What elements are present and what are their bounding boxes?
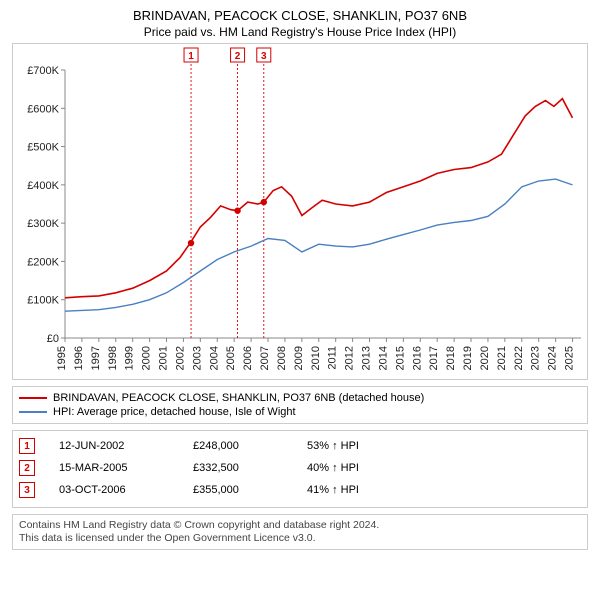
x-tick-label: 2014 [377, 346, 389, 370]
chart-subtitle: Price paid vs. HM Land Registry's House … [12, 25, 588, 39]
x-tick-label: 2005 [225, 346, 237, 370]
marker-badge-number: 2 [235, 51, 241, 62]
x-tick-label: 2010 [310, 346, 322, 370]
x-tick-label: 2021 [496, 346, 508, 370]
marker-table-row: 3 03-OCT-2006 £355,000 41% ↑ HPI [19, 479, 581, 501]
marker-price: £332,500 [193, 462, 283, 474]
marker-pct: 40% ↑ HPI [307, 462, 417, 474]
x-tick-label: 1998 [107, 346, 119, 370]
chart-area: £0 £100K £200K £300K £400K £500K £600K £700K 199… [12, 43, 588, 380]
marker-dot [261, 199, 267, 205]
legend-swatch [19, 397, 47, 399]
marker-table-row: 2 15-MAR-2005 £332,500 40% ↑ HPI [19, 457, 581, 479]
x-tick-label: 2020 [479, 346, 491, 370]
x-tick-label: 2004 [208, 346, 220, 370]
marker-table-badge: 1 [19, 438, 35, 454]
x-tick-label: 2022 [513, 346, 525, 370]
x-tick-label: 2003 [191, 346, 203, 370]
x-tick-label: 2001 [158, 346, 170, 370]
marker-badge-number: 3 [261, 51, 267, 62]
marker-pct: 41% ↑ HPI [307, 484, 417, 496]
footer-attribution: Contains HM Land Registry data © Crown c… [12, 514, 588, 550]
x-tick-label: 2019 [462, 346, 474, 370]
footer-line-1: Contains HM Land Registry data © Crown c… [19, 519, 581, 532]
x-tick-label: 2002 [174, 346, 186, 370]
x-tick-label: 2013 [361, 346, 373, 370]
marker-date: 15-MAR-2005 [59, 462, 169, 474]
legend-label: BRINDAVAN, PEACOCK CLOSE, SHANKLIN, PO37… [53, 392, 424, 404]
marker-table-badge: 2 [19, 460, 35, 476]
x-tick-label: 2015 [394, 346, 406, 370]
marker-table: 1 12-JUN-2002 £248,000 53% ↑ HPI 2 15-MAR-200… [12, 430, 588, 508]
legend-swatch [19, 411, 47, 413]
x-tick-label: 2011 [327, 346, 339, 370]
x-tick-label: 2017 [428, 346, 440, 370]
y-tick-label: £500K [27, 142, 59, 154]
y-tick-label: £700K [27, 65, 59, 77]
x-tick-label: 2012 [344, 346, 356, 370]
series-line [65, 99, 573, 298]
x-tick-label: 2018 [445, 346, 457, 370]
x-tick-label: 2016 [411, 346, 423, 370]
marker-dot [234, 208, 240, 214]
y-tick-label: £0 [47, 333, 59, 345]
legend-row: BRINDAVAN, PEACOCK CLOSE, SHANKLIN, PO37… [19, 391, 581, 405]
marker-badge-number: 1 [188, 51, 194, 62]
legend-label: HPI: Average price, detached house, Isle… [53, 406, 296, 418]
y-tick-label: £600K [27, 103, 59, 115]
x-tick-label: 1996 [73, 346, 85, 370]
chart-title: BRINDAVAN, PEACOCK CLOSE, SHANKLIN, PO37… [12, 8, 588, 23]
y-tick-label: £300K [27, 218, 59, 230]
marker-dot [188, 240, 194, 246]
page: BRINDAVAN, PEACOCK CLOSE, SHANKLIN, PO37… [0, 0, 600, 560]
marker-table-row: 1 12-JUN-2002 £248,000 53% ↑ HPI [19, 435, 581, 457]
marker-table-badge: 3 [19, 482, 35, 498]
x-tick-label: 2009 [293, 346, 305, 370]
legend: BRINDAVAN, PEACOCK CLOSE, SHANKLIN, PO37… [12, 386, 588, 424]
y-tick-label: £400K [27, 180, 59, 192]
line-chart-svg: £0 £100K £200K £300K £400K £500K £600K £700K 199… [13, 44, 589, 374]
marker-pct: 53% ↑ HPI [307, 440, 417, 452]
footer-line-2: This data is licensed under the Open Gov… [19, 532, 581, 545]
x-tick-label: 2007 [259, 346, 271, 370]
marker-price: £248,000 [193, 440, 283, 452]
x-tick-label: 2025 [564, 346, 576, 370]
marker-date: 12-JUN-2002 [59, 440, 169, 452]
x-tick-label: 2000 [141, 346, 153, 370]
marker-date: 03-OCT-2006 [59, 484, 169, 496]
x-tick-label: 2023 [530, 346, 542, 370]
series-line [65, 179, 573, 311]
x-tick-label: 1999 [124, 346, 136, 370]
x-tick-label: 2024 [547, 346, 559, 370]
y-tick-label: £100K [27, 295, 59, 307]
x-tick-label: 1995 [56, 346, 68, 370]
legend-row: HPI: Average price, detached house, Isle… [19, 405, 581, 419]
x-tick-label: 2006 [242, 346, 254, 370]
y-tick-label: £200K [27, 256, 59, 268]
x-tick-label: 1997 [90, 346, 102, 370]
marker-price: £355,000 [193, 484, 283, 496]
x-tick-label: 2008 [276, 346, 288, 370]
